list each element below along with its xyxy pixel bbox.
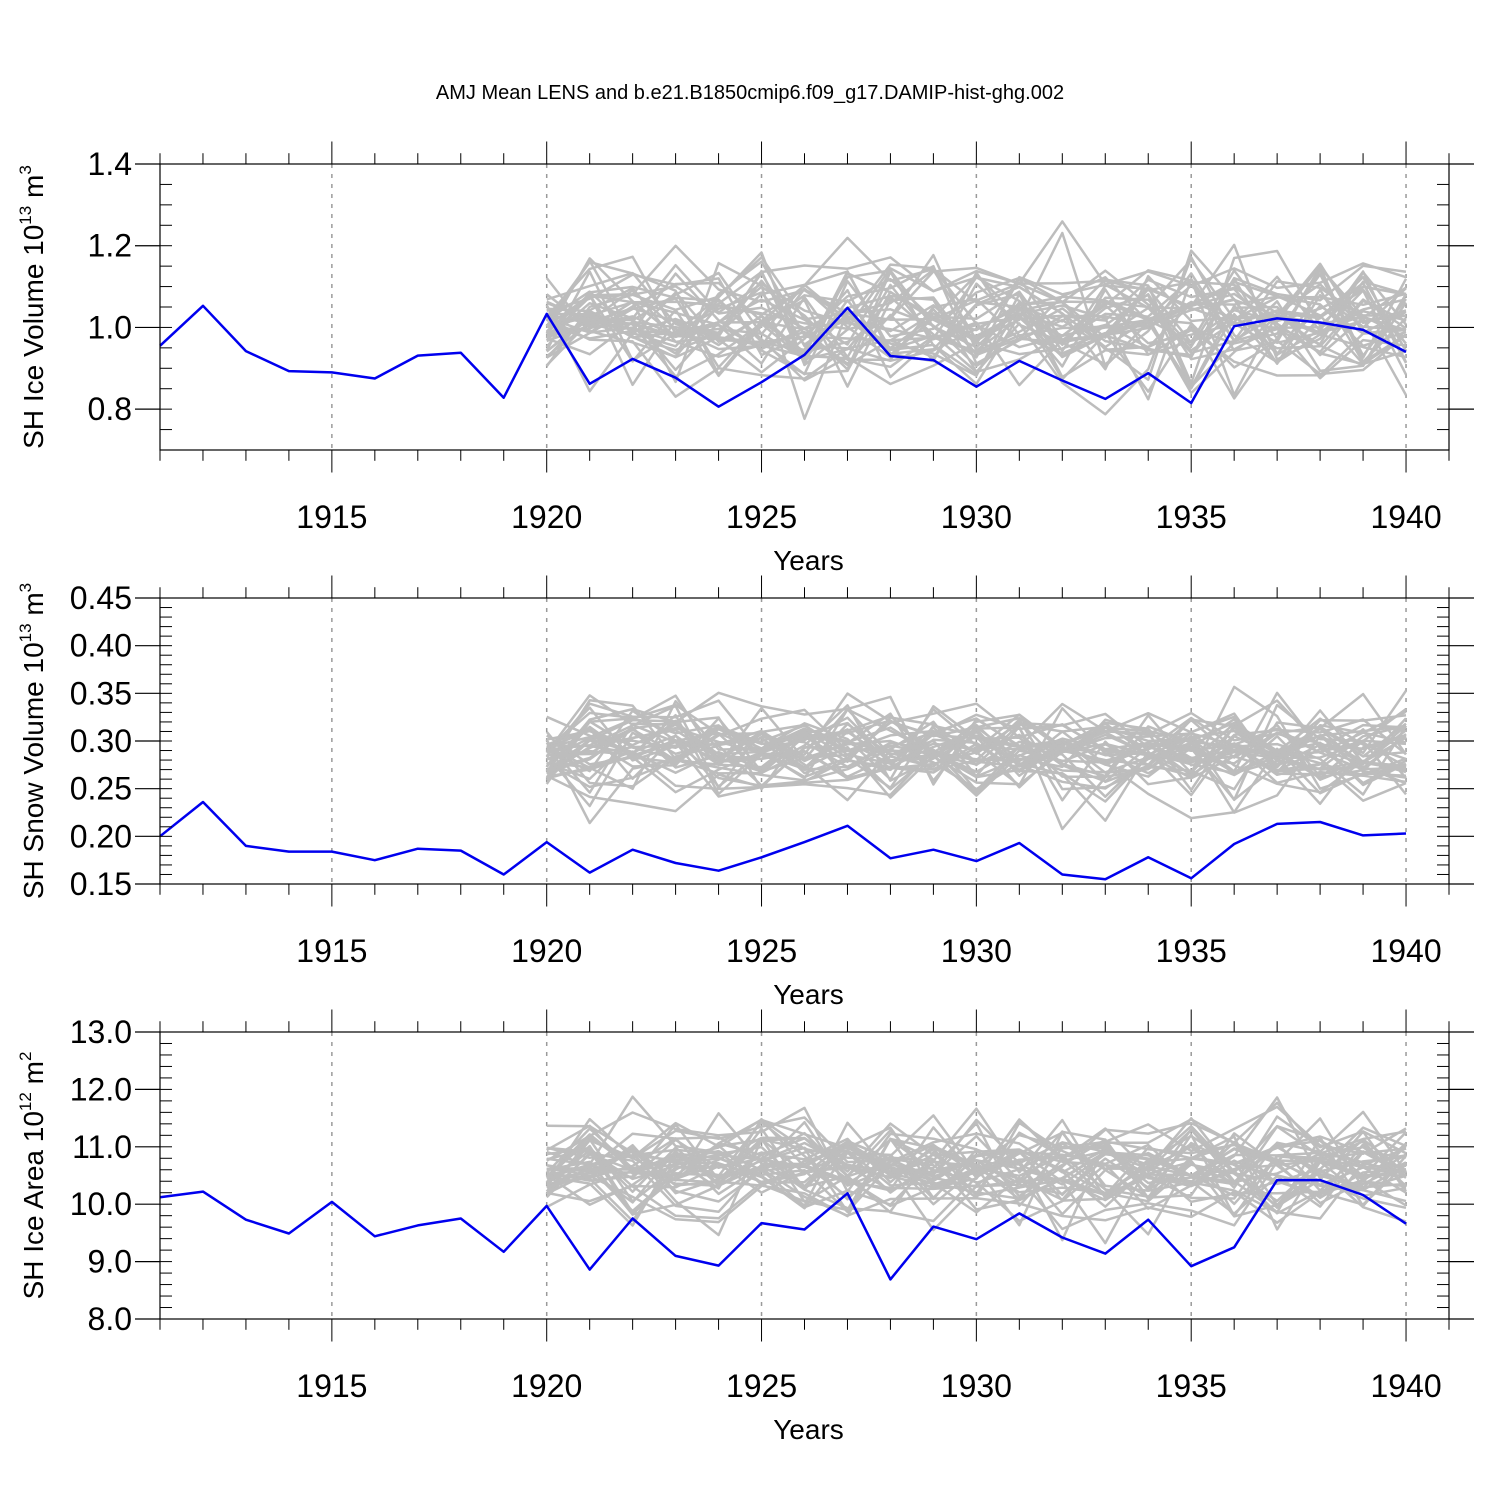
x-tick-label: 1930 <box>941 499 1012 535</box>
ensemble-member-line <box>546 236 1407 385</box>
x-tick-label: 1940 <box>1370 933 1441 969</box>
x-tick-label: 1920 <box>511 499 582 535</box>
x-tick-label: 1915 <box>296 1368 367 1404</box>
y-axis-label: SH Ice Area 1012 m2 <box>16 1052 49 1300</box>
ensemble-member-line <box>545 249 1407 382</box>
ensemble-member-line <box>546 272 1408 376</box>
ensemble-member-line <box>546 694 1407 773</box>
y-tick-label: 9.0 <box>88 1244 132 1280</box>
x-tick-label: 1930 <box>941 933 1012 969</box>
x-axis-label: Years <box>773 979 844 1010</box>
x-tick-label: 1940 <box>1370 499 1441 535</box>
y-tick-label: 12.0 <box>70 1071 132 1107</box>
y-tick-label: 10.0 <box>70 1186 132 1222</box>
x-tick-label: 1935 <box>1156 1368 1227 1404</box>
y-axis-label-exponent: 13 <box>16 623 35 642</box>
ensemble-member-line <box>546 709 1407 788</box>
y-axis-label-exponent: 12 <box>16 1092 35 1111</box>
x-tick-label: 1915 <box>296 499 367 535</box>
y-tick-label: 0.25 <box>70 771 132 807</box>
ensemble-member-line <box>545 244 1407 350</box>
ensemble-member-line <box>545 263 1407 353</box>
ensemble-member-line <box>546 1115 1407 1203</box>
x-tick-label: 1940 <box>1370 1368 1441 1404</box>
ensemble-member-line <box>545 704 1407 782</box>
ensemble-member-line <box>545 731 1407 825</box>
ensemble-member-line <box>546 270 1407 376</box>
y-axis-label-exponent: 3 <box>16 583 35 592</box>
ensemble-member-line <box>545 270 1408 376</box>
y-axis-label-part: m <box>18 592 49 623</box>
ensemble-member-line <box>546 1137 1407 1218</box>
y-tick-label: 0.35 <box>70 675 132 711</box>
x-axis-label: Years <box>773 545 844 576</box>
x-tick-label: 1930 <box>941 1368 1012 1404</box>
x-tick-label: 1925 <box>726 1368 797 1404</box>
ensemble-member-line <box>545 1101 1408 1198</box>
y-tick-label: 1.4 <box>88 146 132 182</box>
x-tick-label: 1935 <box>1156 933 1227 969</box>
x-tick-label: 1935 <box>1156 499 1227 535</box>
ensemble-member-line <box>546 1143 1407 1224</box>
y-tick-label: 0.30 <box>70 723 132 759</box>
y-tick-label: 13.0 <box>70 1014 132 1050</box>
figure-title: AMJ Mean LENS and b.e21.B1850cmip6.f09_g… <box>436 82 1064 104</box>
y-axis-label: SH Snow Volume 1013 m3 <box>16 583 49 899</box>
ensemble-member-line <box>546 1095 1407 1218</box>
ensemble-member-line <box>546 1121 1407 1207</box>
ensemble-member-line <box>546 715 1407 775</box>
ensemble-member-line <box>546 729 1407 814</box>
ensemble-member-line <box>545 263 1407 348</box>
ensemble-member-line <box>546 713 1407 787</box>
ensemble-member-line <box>546 231 1407 368</box>
y-tick-label: 8.0 <box>88 1301 132 1337</box>
ensemble-member-line <box>545 251 1407 367</box>
x-tick-label: 1920 <box>511 1368 582 1404</box>
y-axis-label: SH Ice Volume 1013 m3 <box>16 165 49 449</box>
y-tick-label: 1.2 <box>88 228 132 264</box>
y-axis-label-part: SH Ice Volume 10 <box>18 225 49 449</box>
ensemble-member-line <box>546 1124 1407 1224</box>
y-tick-label: 0.40 <box>70 628 132 664</box>
simulation-series-line <box>159 800 1407 881</box>
ensemble-member-line <box>546 707 1407 801</box>
y-axis-label-part: m <box>18 1061 49 1092</box>
y-axis-label-part: m <box>18 175 49 206</box>
chart-panel-ice-area: 1915 1920 1925 1930 1935 1940 8.0 9.0 10.0 11.0 12… <box>16 1009 1474 1445</box>
y-tick-label: 1.0 <box>88 309 132 345</box>
y-axis-label-part: SH Snow Volume 10 <box>18 642 49 899</box>
y-tick-label: 0.15 <box>70 866 132 902</box>
y-tick-label: 0.20 <box>70 818 132 854</box>
y-axis-label-exponent: 13 <box>16 206 35 225</box>
y-tick-label: 11.0 <box>72 1129 132 1165</box>
ensemble-member-line <box>545 1107 1407 1236</box>
chart-panel-snow-volume: 1915 1920 1925 1930 1935 1940 0.15 0.20 0.25 0.30… <box>16 575 1474 1010</box>
x-axis-label: Years <box>773 1414 844 1445</box>
y-axis-label-exponent: 3 <box>16 165 35 174</box>
y-axis-label-part: SH Ice Area 10 <box>18 1111 49 1299</box>
simulation-series-line <box>159 304 1407 408</box>
x-tick-label: 1915 <box>296 933 367 969</box>
y-tick-label: 0.45 <box>70 580 132 616</box>
panels: 1915 1920 1925 1930 1935 1940 0.8 1.0 1.2 1.4 Year… <box>16 141 1474 1445</box>
x-tick-label: 1925 <box>726 499 797 535</box>
y-tick-label: 0.8 <box>88 391 132 427</box>
ensemble-member-line <box>545 285 1407 374</box>
ensemble-member-line <box>545 1131 1407 1203</box>
y-axis-label-exponent: 2 <box>16 1052 35 1061</box>
ensemble-member-line <box>545 699 1407 802</box>
chart-panel-ice-volume: 1915 1920 1925 1930 1935 1940 0.8 1.0 1.2 1.4 Year… <box>16 141 1474 576</box>
simulation-series-line <box>159 1178 1407 1281</box>
x-tick-label: 1920 <box>511 933 582 969</box>
x-tick-label: 1925 <box>726 933 797 969</box>
